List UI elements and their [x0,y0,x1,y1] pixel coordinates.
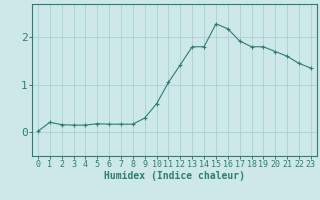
X-axis label: Humidex (Indice chaleur): Humidex (Indice chaleur) [104,171,245,181]
